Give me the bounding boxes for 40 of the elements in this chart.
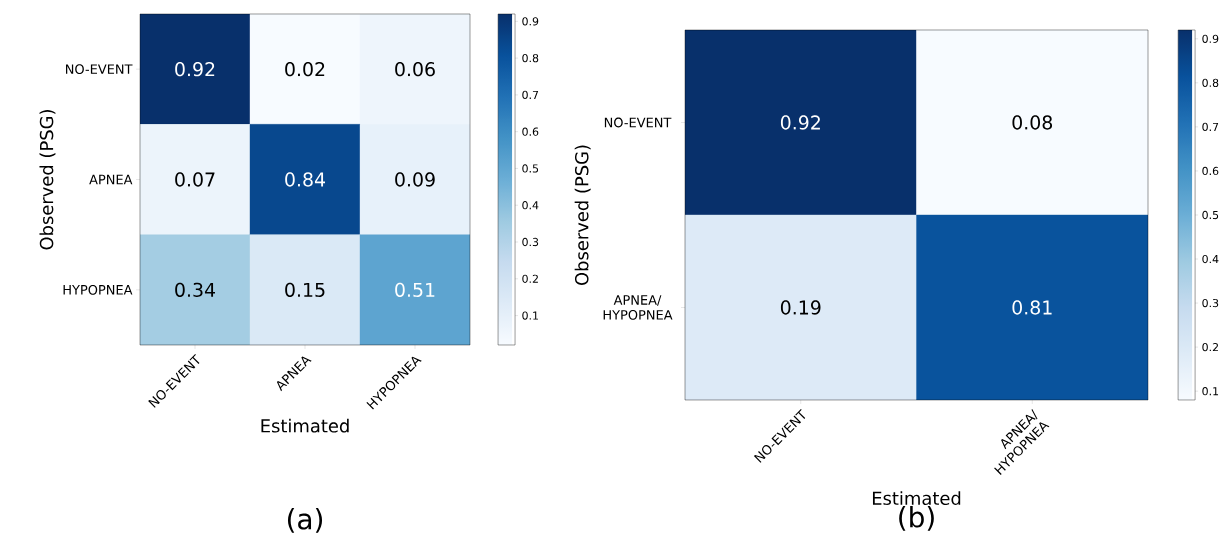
color-bar-label: 0.9 [1202,34,1219,43]
data-label: 0.34 [175,282,215,297]
x-axis-title: Estimated [872,491,961,505]
color-bar-label: 0.2 [1202,342,1218,352]
data-label: 0.06 [395,62,435,77]
color-bar-label: 0.1 [1202,387,1219,396]
data-label: 0.02 [285,62,325,77]
y-axis-title: Observed (PSG) [574,145,591,286]
color-bar-label: 0.4 [522,201,539,210]
text: (b) [899,505,934,531]
color-bar-label: 0.4 [1202,254,1219,264]
color-bar-label: 0.9 [522,17,539,26]
data-label: 0.19 [780,300,821,315]
y-axis-title: Observed (PSG) [39,110,56,250]
data-label: 0.07 [175,172,215,187]
y-tick-label: APNEA [89,174,133,185]
color-bar-label: 0.8 [522,53,539,63]
text: (a) [287,508,323,533]
color-bar-label: 0.3 [522,237,539,247]
data-label: 0.09 [395,172,435,187]
color-bar-label: 0.7 [1202,122,1219,132]
color-bar-label: 0.3 [1202,298,1219,308]
data-label: 0.84 [285,172,325,187]
data-label: 0.15 [285,282,325,297]
y-tick-label: HYPOPNEA [63,284,133,295]
data-label: 0.92 [780,115,820,130]
data-label: 0.92 [175,62,215,77]
data-label: 0.81 [1012,300,1052,315]
color-bar-label: 0.6 [1202,166,1219,176]
data-label: 0.08 [1012,115,1053,130]
data-label: 0.51 [395,282,435,297]
color-bar-label: 0.6 [522,127,539,136]
x-axis-title: Estimated [261,418,349,433]
color-bar-label: 0.1 [522,311,538,320]
color-bar-label: 0.5 [1202,210,1219,220]
color-bar-label: 0.8 [1202,78,1219,87]
color-bar-label: 0.2 [522,274,538,283]
color-bar-label: 0.5 [522,164,539,173]
y-tick-label: NO-EVENT [66,64,133,75]
color-bar-label: 0.7 [522,90,539,100]
